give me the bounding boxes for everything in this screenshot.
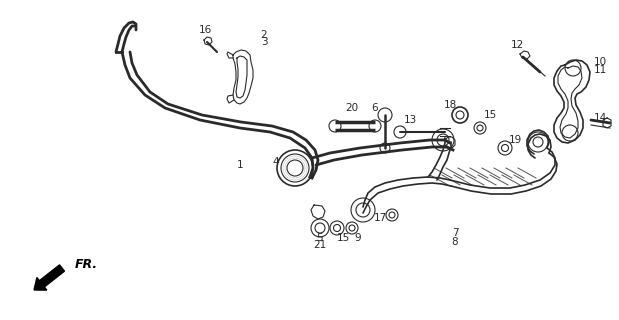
Text: 7: 7 [452, 228, 458, 238]
Text: 1: 1 [236, 160, 243, 170]
Text: 18: 18 [443, 100, 457, 110]
Text: 10: 10 [594, 57, 607, 67]
Text: 8: 8 [452, 237, 458, 247]
Text: FR.: FR. [75, 259, 98, 271]
Text: 13: 13 [404, 115, 417, 125]
Text: 14: 14 [594, 113, 607, 123]
Text: 19: 19 [508, 135, 522, 145]
Text: 20: 20 [345, 103, 358, 113]
Text: 9: 9 [355, 233, 361, 243]
Text: 17: 17 [373, 213, 387, 223]
Text: 21: 21 [313, 240, 327, 250]
Text: 16: 16 [198, 25, 212, 35]
Text: 3: 3 [261, 37, 267, 47]
Text: 15: 15 [483, 110, 496, 120]
FancyArrow shape [34, 265, 64, 290]
Text: 11: 11 [594, 65, 607, 75]
Text: 12: 12 [511, 40, 524, 50]
Text: 15: 15 [336, 233, 350, 243]
Text: 4: 4 [273, 157, 279, 167]
Text: 5: 5 [317, 233, 323, 243]
Text: 6: 6 [371, 103, 378, 113]
Text: 2: 2 [261, 30, 267, 40]
